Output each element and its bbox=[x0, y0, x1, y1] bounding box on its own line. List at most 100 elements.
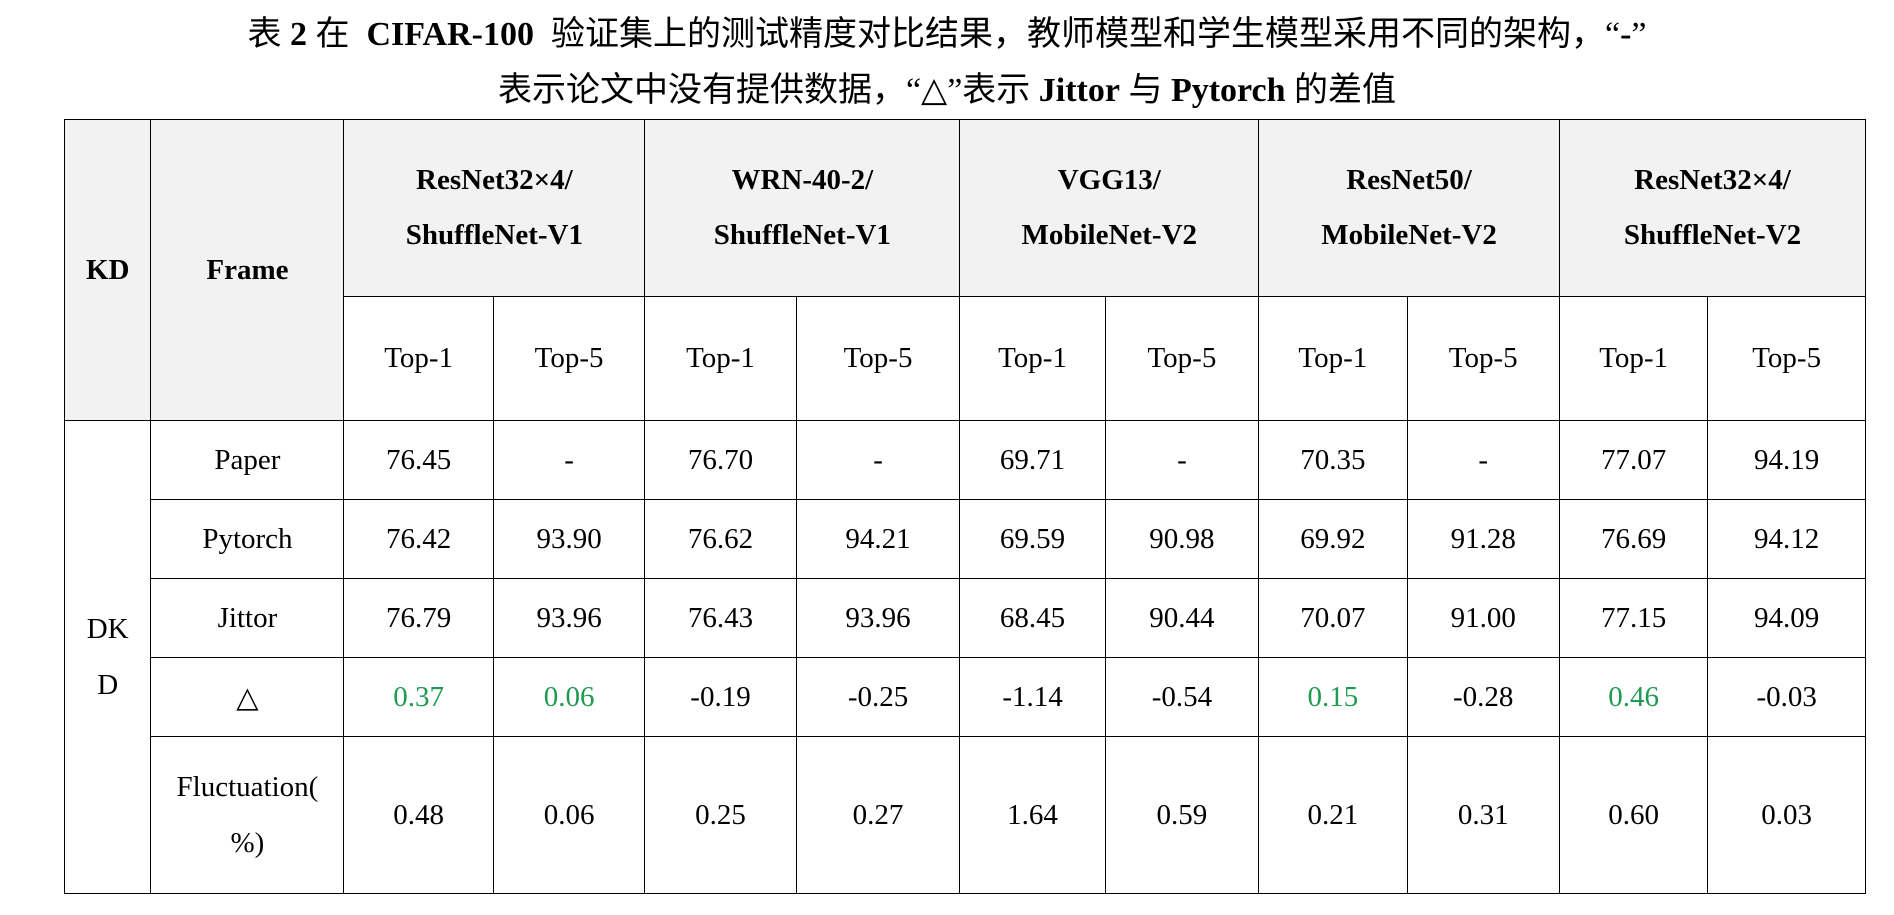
delta-positive-cell: 0.06 bbox=[492, 657, 646, 737]
value-cell: 0.60 bbox=[1558, 736, 1709, 894]
value-cell: 76.62 bbox=[644, 499, 797, 579]
metric-header: Top-5 bbox=[1104, 296, 1260, 421]
value-cell: 0.48 bbox=[343, 736, 494, 894]
model-header-5: ResNet32×4/ShuffleNet-V2 bbox=[1558, 119, 1867, 297]
model-header-teacher: VGG13/ bbox=[1057, 164, 1161, 196]
table-caption-line-1: 表 2 在 CIFAR-100 验证集上的测试精度对比结果，教师模型和学生模型采… bbox=[0, 8, 1894, 62]
value-cell: 93.90 bbox=[492, 499, 646, 579]
table-row-fluctuation: Fluctuation(%) 0.48 0.06 0.25 0.27 1.64 … bbox=[65, 736, 1866, 894]
value-cell: 0.59 bbox=[1104, 736, 1260, 894]
value-cell: 69.59 bbox=[959, 499, 1106, 579]
delta-cell: -0.25 bbox=[795, 657, 961, 737]
value-cell: 70.07 bbox=[1258, 578, 1408, 658]
model-header-teacher: ResNet32×4/ bbox=[1634, 164, 1791, 196]
metric-header: Top-1 bbox=[959, 296, 1106, 421]
model-header-teacher: WRN-40-2/ bbox=[731, 164, 874, 196]
fluctuation-label-line-1: Fluctuation( bbox=[176, 771, 319, 803]
caption-quote-end: ” bbox=[1631, 16, 1647, 53]
caption-text-line2-b: 与 bbox=[1128, 72, 1163, 109]
value-cell: - bbox=[492, 420, 646, 500]
model-header-teacher: ResNet32×4/ bbox=[416, 164, 573, 196]
table-row-delta: △ 0.37 0.06 -0.19 -0.25 -1.14 -0.54 0.15… bbox=[65, 657, 1866, 737]
delta-cell: -1.14 bbox=[959, 657, 1106, 737]
value-cell: 76.42 bbox=[343, 499, 494, 579]
caption-table-number: 2 bbox=[290, 16, 307, 53]
frame-cell: Paper bbox=[150, 420, 345, 500]
value-cell: 0.27 bbox=[795, 736, 961, 894]
kd-method-cell: DK D bbox=[63, 420, 152, 894]
frame-cell: Pytorch bbox=[150, 499, 345, 579]
delta-cell: -0.03 bbox=[1707, 657, 1866, 737]
value-cell: 91.00 bbox=[1406, 578, 1560, 658]
value-cell: 0.31 bbox=[1406, 736, 1560, 894]
delta-positive-cell: 0.46 bbox=[1558, 657, 1709, 737]
metric-header: Top-5 bbox=[1406, 296, 1560, 421]
fluctuation-label-line-2: %) bbox=[230, 827, 265, 859]
value-cell: 76.70 bbox=[644, 420, 797, 500]
model-header-4: ResNet50/MobileNet-V2 bbox=[1258, 119, 1560, 297]
value-cell: 68.45 bbox=[959, 578, 1106, 658]
delta-cell: -0.28 bbox=[1406, 657, 1560, 737]
metric-header: Top-1 bbox=[1258, 296, 1408, 421]
model-header-1: ResNet32×4/ShuffleNet-V1 bbox=[343, 119, 646, 297]
value-cell: 94.09 bbox=[1707, 578, 1866, 658]
caption-text-a: 在 bbox=[315, 16, 350, 53]
value-cell: 0.25 bbox=[644, 736, 797, 894]
value-cell: 1.64 bbox=[959, 736, 1106, 894]
delta-positive-cell: 0.15 bbox=[1258, 657, 1408, 737]
value-cell: 0.06 bbox=[492, 736, 646, 894]
model-header-teacher: ResNet50/ bbox=[1346, 164, 1472, 196]
value-cell: 94.19 bbox=[1707, 420, 1866, 500]
value-cell: 76.45 bbox=[343, 420, 494, 500]
value-cell: 76.69 bbox=[1558, 499, 1709, 579]
value-cell: 76.79 bbox=[343, 578, 494, 658]
frame-header: Frame bbox=[150, 119, 345, 421]
table-row-paper: DK D Paper 76.45 - 76.70 - 69.71 - 70.35 … bbox=[63, 420, 1866, 894]
kd-method-line-1: DK bbox=[86, 613, 129, 645]
value-cell: - bbox=[1406, 420, 1560, 500]
fluctuation-label: Fluctuation(%) bbox=[150, 736, 345, 894]
value-cell: 91.28 bbox=[1406, 499, 1560, 579]
value-cell: 70.35 bbox=[1258, 420, 1408, 500]
delta-cell: -0.19 bbox=[644, 657, 797, 737]
metric-header: Top-5 bbox=[492, 296, 646, 421]
kd-method-line-2: D bbox=[97, 669, 119, 701]
model-header-student: MobileNet-V2 bbox=[1321, 219, 1497, 251]
metric-header: Top-1 bbox=[343, 296, 494, 421]
value-cell: 69.71 bbox=[959, 420, 1106, 500]
model-header-2: WRN-40-2/ShuffleNet-V1 bbox=[644, 119, 961, 297]
value-cell: 0.21 bbox=[1258, 736, 1408, 894]
value-cell: 90.44 bbox=[1104, 578, 1260, 658]
value-cell: 94.12 bbox=[1707, 499, 1866, 579]
delta-cell: -0.54 bbox=[1104, 657, 1260, 737]
results-table: KD Frame ResNet32×4/ShuffleNet-V1 WRN-40… bbox=[63, 119, 1867, 894]
value-cell: 0.03 bbox=[1707, 736, 1866, 894]
metric-header: Top-1 bbox=[644, 296, 797, 421]
value-cell: 94.21 bbox=[795, 499, 961, 579]
caption-text-line2-a: 表示论文中没有提供数据，“△”表示 bbox=[497, 72, 1031, 109]
value-cell: - bbox=[795, 420, 961, 500]
caption-text-rest: 验证集上的测试精度对比结果，教师模型和学生模型采用不同的架构，“ bbox=[550, 16, 1621, 53]
value-cell: 76.43 bbox=[644, 578, 797, 658]
model-header-student: ShuffleNet-V1 bbox=[713, 219, 891, 251]
caption-dash: - bbox=[1620, 16, 1632, 53]
caption-dataset: CIFAR-100 bbox=[366, 16, 534, 53]
caption-pytorch: Pytorch bbox=[1170, 72, 1286, 109]
value-cell: 77.07 bbox=[1558, 420, 1709, 500]
delta-positive-cell: 0.37 bbox=[343, 657, 494, 737]
model-header-student: ShuffleNet-V1 bbox=[405, 219, 583, 251]
caption-text-line2-c: 的差值 bbox=[1294, 72, 1397, 109]
caption-jittor: Jittor bbox=[1038, 72, 1120, 109]
value-cell: 77.15 bbox=[1558, 578, 1709, 658]
table-row-jittor: Jittor 76.79 93.96 76.43 93.96 68.45 90.… bbox=[65, 578, 1866, 658]
kd-header: KD bbox=[63, 119, 152, 421]
value-cell: 90.98 bbox=[1104, 499, 1260, 579]
metric-header: Top-5 bbox=[1707, 296, 1866, 421]
model-header-student: MobileNet-V2 bbox=[1021, 219, 1198, 251]
value-cell: 69.92 bbox=[1258, 499, 1408, 579]
frame-cell-delta: △ bbox=[150, 657, 345, 737]
model-header-3: VGG13/MobileNet-V2 bbox=[959, 119, 1260, 297]
model-header-student: ShuffleNet-V2 bbox=[1623, 219, 1802, 251]
value-cell: 93.96 bbox=[492, 578, 646, 658]
metric-header: Top-5 bbox=[795, 296, 961, 421]
